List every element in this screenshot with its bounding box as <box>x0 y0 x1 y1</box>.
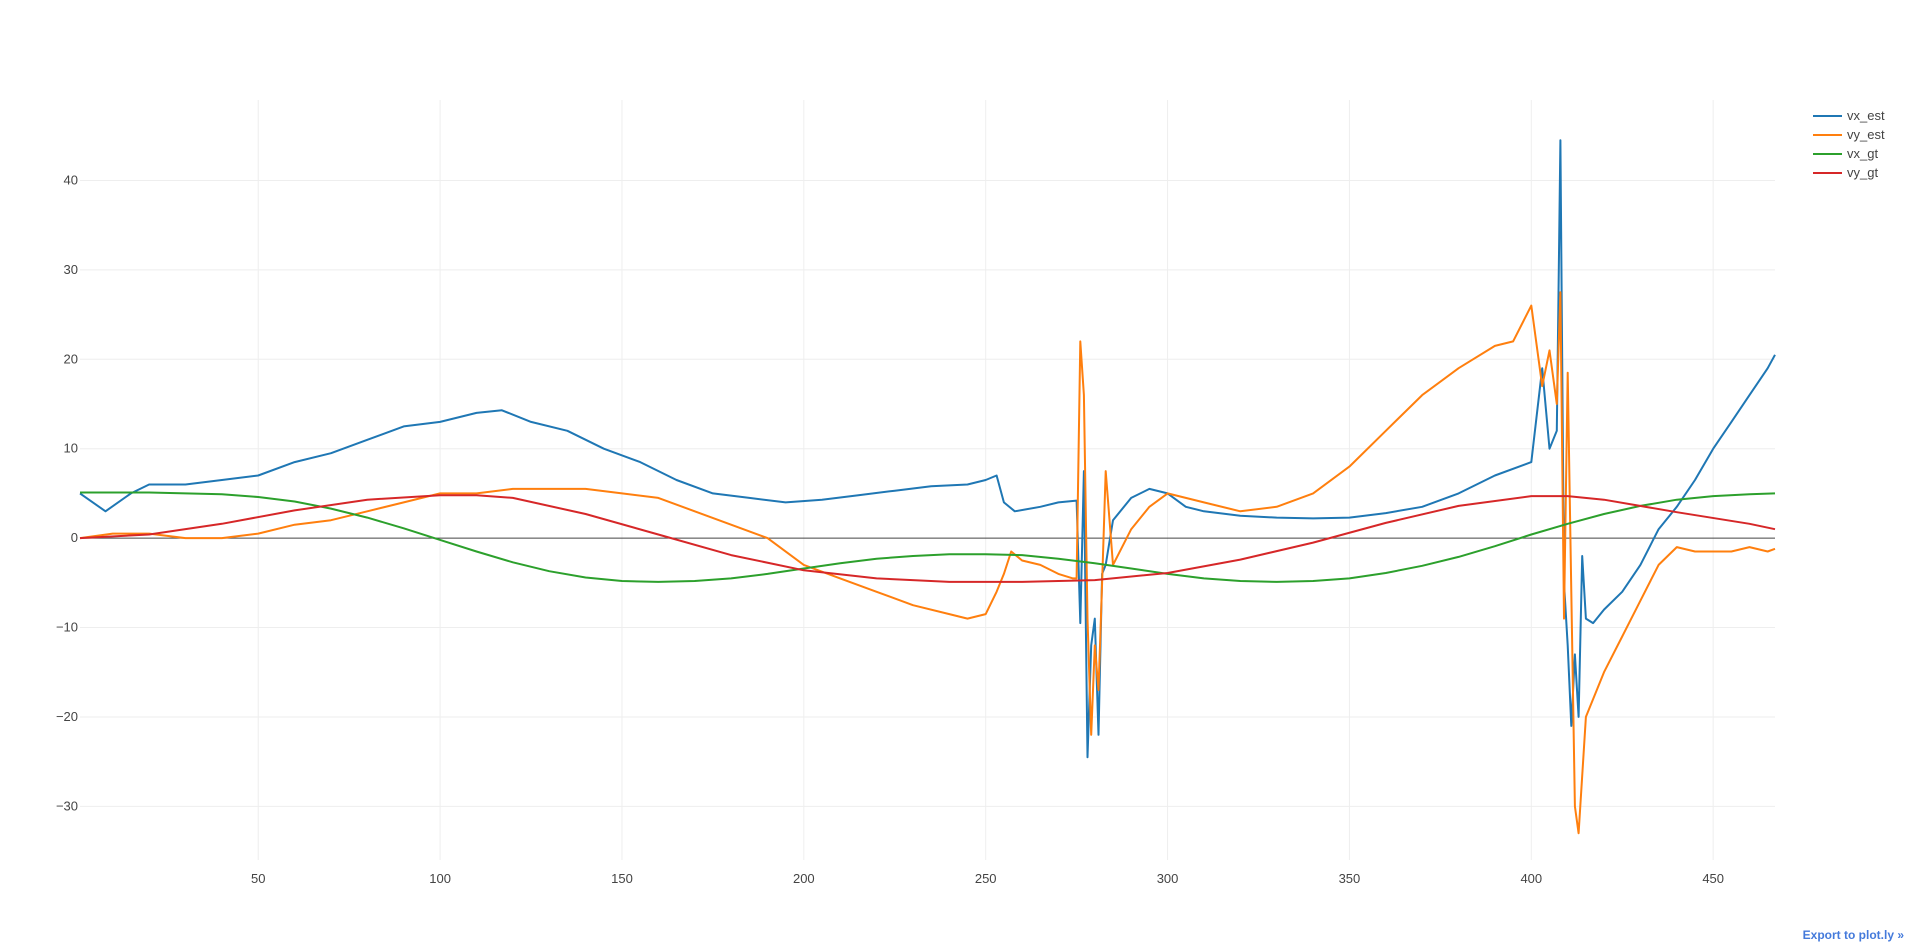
legend-item-vx_gt[interactable]: vx_gt <box>1813 146 1878 161</box>
x-tick-label-100: 100 <box>429 871 451 886</box>
series-line-vx_gt <box>80 491 1776 583</box>
x-tick-label-50: 50 <box>251 871 265 886</box>
legend-item-vy_est[interactable]: vy_est <box>1813 127 1885 142</box>
legend-item-vx_est[interactable]: vx_est <box>1813 108 1885 123</box>
legend[interactable]: vx_est vy_est vx_gt vy_gt <box>1813 108 1885 180</box>
y-axis-ticks: −30 −20 −10 0 10 20 30 40 <box>56 172 78 813</box>
x-tick-label-300: 300 <box>1157 871 1179 886</box>
x-tick-label-400: 400 <box>1520 871 1542 886</box>
x-tick-label-200: 200 <box>793 871 815 886</box>
y-tick-label-0: 0 <box>71 530 78 545</box>
series-line-vy_gt <box>79 494 1776 583</box>
x-tick-label-350: 350 <box>1339 871 1361 886</box>
series-layer <box>79 139 1776 835</box>
x-axis-ticks: 50 100 150 200 250 300 350 400 450 <box>251 871 1724 886</box>
y-tick-label--30: −30 <box>56 798 78 813</box>
legend-label-vx_gt: vx_gt <box>1847 146 1878 161</box>
y-tick-label-20: 20 <box>64 351 78 366</box>
y-tick-label-10: 10 <box>64 441 78 456</box>
y-tick-label-30: 30 <box>64 262 78 277</box>
series-line-vy_est <box>79 291 1776 835</box>
legend-label-vy_est: vy_est <box>1847 127 1885 142</box>
y-tick-label-40: 40 <box>64 172 78 187</box>
y-tick-label--20: −20 <box>56 709 78 724</box>
legend-item-vy_gt[interactable]: vy_gt <box>1813 165 1878 180</box>
legend-label-vy_gt: vy_gt <box>1847 165 1878 180</box>
y-tick-label--10: −10 <box>56 620 78 635</box>
x-tick-label-150: 150 <box>611 871 633 886</box>
legend-label-vx_est: vx_est <box>1847 108 1885 123</box>
x-tick-label-450: 450 <box>1702 871 1724 886</box>
x-tick-label-250: 250 <box>975 871 997 886</box>
export-to-plotly-link[interactable]: Export to plot.ly » <box>1802 928 1904 942</box>
grid-layer <box>80 100 1775 860</box>
